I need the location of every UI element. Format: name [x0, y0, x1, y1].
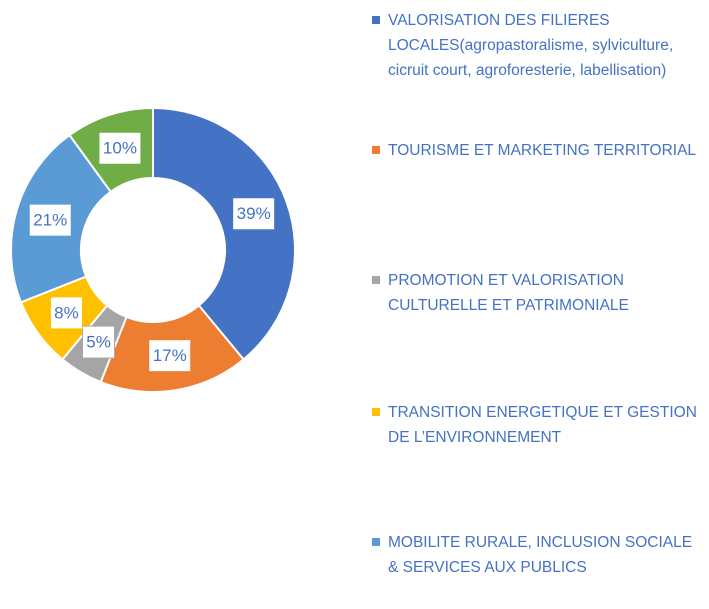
- data-label: 10%: [103, 139, 137, 158]
- data-label-box: [49, 296, 83, 330]
- legend-swatch: [372, 408, 380, 416]
- data-label-box: [28, 203, 72, 237]
- legend-label: PROMOTION ET VALORISATION CULTURELLE ET …: [388, 272, 629, 314]
- data-label-box: [148, 339, 192, 373]
- data-label: 8%: [54, 303, 79, 322]
- legend-entry: VALORISATION DES FILIERES LOCALES(agropa…: [372, 8, 706, 83]
- legend-label: MOBILITE RURALE, INCLUSION SOCIALE & SER…: [388, 534, 693, 576]
- chart: 39% 17% 5% 8% 21% 10%: [10, 106, 296, 393]
- legend-entry: TOURISME ET MARKETING TERRITORIAL: [372, 138, 706, 163]
- legend-entry: MOBILITE RURALE, INCLUSION SOCIALE & SER…: [372, 530, 706, 580]
- legend-label: VALORISATION DES FILIERES LOCALES(agropa…: [388, 12, 674, 79]
- legend-label: TRANSITION ENERGETIQUE ET GESTION DE L’E…: [388, 404, 697, 446]
- data-label-box: [82, 325, 116, 359]
- donut-slice: [152, 106, 296, 361]
- legend-entry: PROMOTION ET VALORISATION CULTURELLE ET …: [372, 268, 706, 318]
- data-label: 21%: [33, 211, 67, 230]
- legend-label: TOURISME ET MARKETING TERRITORIAL: [388, 142, 697, 159]
- legend-swatch: [372, 538, 380, 546]
- legend-swatch: [372, 276, 380, 284]
- legend-entry: TRANSITION ENERGETIQUE ET GESTION DE L’E…: [372, 400, 706, 450]
- data-label-box: [98, 131, 142, 165]
- legend-swatch: [372, 16, 380, 24]
- data-label-box: [232, 197, 276, 231]
- data-label: 5%: [86, 333, 111, 352]
- legend-swatch: [372, 146, 380, 154]
- data-label: 39%: [237, 204, 271, 223]
- data-label: 17%: [153, 346, 187, 365]
